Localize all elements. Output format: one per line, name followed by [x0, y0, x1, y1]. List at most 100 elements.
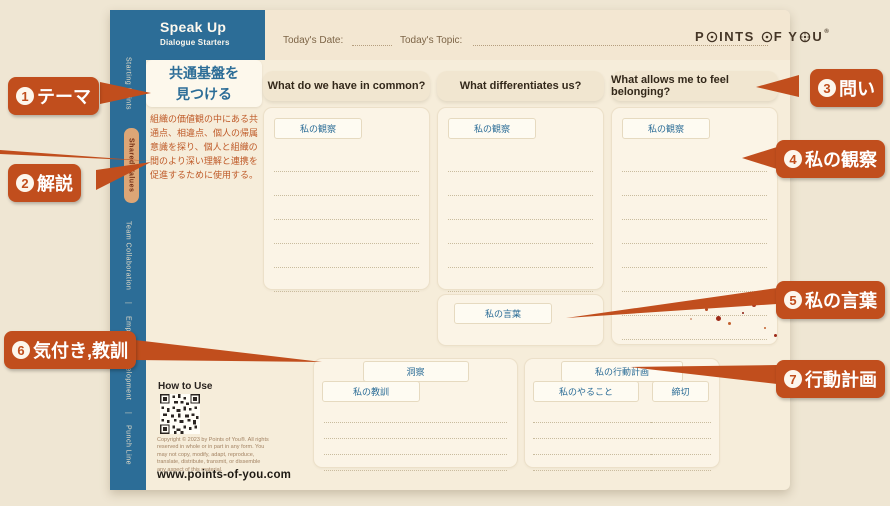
sidebar-item-punch-line[interactable]: Punch Line: [124, 425, 132, 466]
theme-title-line2: 見つける: [176, 85, 232, 102]
annotation-number: 7: [784, 370, 802, 388]
logo-sun-o-icon: [800, 31, 811, 42]
topic-label: Today's Topic:: [400, 35, 463, 46]
dotted-writing-line[interactable]: [622, 172, 767, 196]
observation-card-1: 私の観察: [263, 107, 430, 292]
dotted-writing-line[interactable]: [622, 316, 767, 340]
my-words-card: 私の言葉: [437, 294, 604, 346]
question-pill-common: What do we have in common?: [263, 71, 430, 101]
annotation-number: 3: [818, 79, 836, 97]
annotation-callout-my-words: 5 私の言葉: [776, 281, 885, 319]
dotted-writing-line[interactable]: [448, 244, 593, 268]
splatter-dot: [716, 316, 721, 321]
dotted-writing-line[interactable]: [324, 455, 507, 471]
dotted-writing-line[interactable]: [651, 423, 711, 439]
splatter-dot: [764, 327, 766, 329]
logo-text: U: [812, 29, 824, 44]
topic-input-line[interactable]: [473, 33, 768, 46]
my-observation-label: 私の観察: [622, 118, 710, 139]
annotation-label: 私の言葉: [805, 291, 877, 311]
action-plan-title-label: 私の行動計画: [561, 361, 683, 382]
sidebar-item-shared-values-active[interactable]: Shared Values: [123, 128, 139, 203]
dotted-writing-line[interactable]: [448, 220, 593, 244]
writing-area: [324, 407, 507, 471]
dotted-writing-line[interactable]: [622, 220, 767, 244]
dotted-writing-line[interactable]: [533, 455, 651, 471]
splatter-dot: [728, 322, 731, 325]
sidebar-item-starting-points[interactable]: Starting Points: [124, 57, 132, 111]
dotted-writing-line[interactable]: [274, 220, 419, 244]
my-lessons-label: 私の教訓: [322, 381, 420, 402]
logo-text: P: [695, 29, 706, 44]
brand-logo: P INTS F Y U ®: [695, 29, 830, 44]
dotted-writing-line[interactable]: [533, 407, 651, 423]
dotted-writing-line[interactable]: [651, 439, 711, 455]
annotation-label: 解説: [37, 174, 73, 194]
question-pill-differentiates: What differentiates us?: [437, 71, 604, 101]
annotation-label: 行動計画: [805, 370, 877, 390]
splatter-dot: [774, 334, 777, 337]
dotted-writing-line[interactable]: [448, 148, 593, 172]
dotted-writing-line[interactable]: [622, 268, 767, 292]
writing-area: [622, 148, 767, 340]
dotted-writing-line[interactable]: [533, 423, 651, 439]
annotation-label: 問い: [839, 79, 875, 99]
observation-card-3: 私の観察: [611, 107, 778, 345]
dotted-writing-line[interactable]: [274, 172, 419, 196]
dotted-writing-line[interactable]: [274, 196, 419, 220]
insight-title-label: 洞察: [362, 361, 469, 382]
website-link[interactable]: www.points-of-you.com: [157, 469, 292, 481]
dotted-writing-line[interactable]: [274, 244, 419, 268]
dotted-writing-line[interactable]: [622, 196, 767, 220]
dotted-writing-line[interactable]: [533, 439, 651, 455]
annotation-number: 2: [16, 174, 34, 192]
dotted-writing-line[interactable]: [324, 439, 507, 455]
logo-text: INTS: [719, 29, 755, 44]
annotation-label: 気付き,教訓: [33, 341, 129, 361]
my-observation-label: 私の観察: [448, 118, 536, 139]
dotted-writing-line[interactable]: [651, 407, 711, 423]
dotted-writing-line[interactable]: [622, 148, 767, 172]
annotation-callout-question: 3 問い: [810, 69, 883, 107]
dotted-writing-line[interactable]: [324, 423, 507, 439]
dotted-writing-line[interactable]: [274, 148, 419, 172]
action-plan-card: 私の行動計画 私のやること 締切: [524, 358, 720, 471]
annotation-label: テーマ: [37, 87, 91, 107]
date-label: Today's Date:: [283, 35, 344, 46]
date-input-line[interactable]: [352, 33, 392, 46]
qr-code: [160, 394, 200, 434]
my-words-label: 私の言葉: [454, 303, 552, 324]
app-title-block: Speak Up Dialogue Starters: [146, 10, 265, 60]
theme-title-line1: 共通基盤を: [169, 64, 239, 81]
dotted-writing-line[interactable]: [651, 455, 711, 471]
logo-text: F: [773, 29, 784, 44]
my-todo-label: 私のやること: [533, 381, 639, 402]
dotted-writing-line[interactable]: [274, 268, 419, 292]
theme-title-tab: 共通基盤を 見つける: [146, 60, 262, 107]
todo-writing-area: [533, 407, 651, 471]
dotted-writing-line[interactable]: [448, 172, 593, 196]
annotation-callout-explanation: 2 解説: [8, 164, 81, 202]
app-subtitle: Dialogue Starters: [160, 38, 230, 47]
how-to-use-label: How to Use: [158, 381, 213, 392]
observation-card-2: 私の観察: [437, 107, 604, 292]
annotation-callout-insight: 6 気付き,教訓: [4, 331, 137, 369]
deadline-writing-area: [651, 407, 711, 471]
writing-area: [448, 148, 593, 292]
dotted-writing-line[interactable]: [622, 244, 767, 268]
registered-mark: ®: [824, 29, 831, 35]
dotted-writing-line[interactable]: [448, 268, 593, 292]
sidebar-item-team-collaboration[interactable]: Team Collaboration: [124, 221, 132, 291]
logo-o-icon: [706, 31, 718, 42]
insight-card: 洞察 私の教訓: [313, 358, 518, 471]
annotation-number: 1: [16, 87, 34, 105]
writing-area: [274, 148, 419, 292]
sidebar-separator: |: [124, 411, 132, 414]
dotted-writing-line[interactable]: [448, 196, 593, 220]
dotted-writing-line[interactable]: [622, 292, 767, 316]
dotted-writing-line[interactable]: [324, 407, 507, 423]
header-strip: [265, 10, 790, 60]
annotation-number: 5: [784, 291, 802, 309]
splatter-dot: [690, 318, 692, 320]
logo-o-icon: [761, 31, 773, 42]
